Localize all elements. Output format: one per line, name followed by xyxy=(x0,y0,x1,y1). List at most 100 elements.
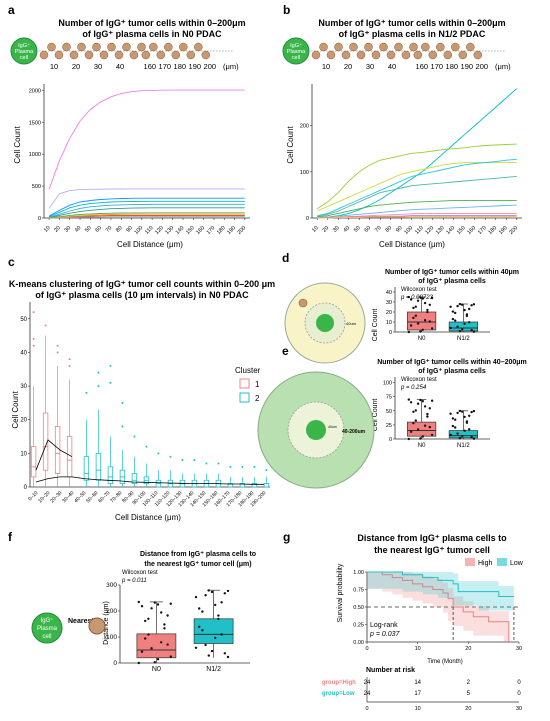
panel-d-letter: d xyxy=(282,251,289,265)
x-tick-label: 190 xyxy=(498,225,509,236)
tumor-cell-icon xyxy=(451,42,460,52)
a-title-2: of IgG⁺ plasma cells in N0 PDAC xyxy=(82,29,222,39)
x-tick-label: 70 xyxy=(374,225,383,234)
f-plasma-label-2: Plasma xyxy=(37,626,58,632)
series-line xyxy=(317,212,517,219)
data-point xyxy=(449,326,452,330)
box xyxy=(407,311,437,331)
data-point xyxy=(458,329,462,333)
data-point xyxy=(419,296,422,299)
box xyxy=(407,421,437,437)
data-point xyxy=(461,303,464,306)
outlier-point xyxy=(181,459,184,462)
series-line xyxy=(48,197,245,217)
series-line xyxy=(49,207,245,219)
data-point xyxy=(147,617,150,620)
box xyxy=(42,412,49,471)
panel-c-letter: c xyxy=(8,255,15,269)
data-point xyxy=(407,295,410,299)
data-point xyxy=(137,661,140,665)
schematic-tick-label: 160 xyxy=(144,62,157,71)
schematic-tick-label: 160 xyxy=(416,62,429,71)
tumor-cell-icon xyxy=(39,50,49,60)
y-tick-label: 500 xyxy=(32,184,41,190)
tumor-cell-icon xyxy=(356,50,366,60)
d-title-2: of IgG⁺ plasma cells xyxy=(418,278,486,285)
e-title-1: Number of IgG⁺ tumor cells within 40–200… xyxy=(377,359,527,366)
series-line xyxy=(317,216,517,219)
risk-x-tick-label: 20 xyxy=(465,706,471,712)
x-tick-label: 170 xyxy=(206,225,217,236)
tumor-cell-icon xyxy=(394,42,403,52)
data-point xyxy=(140,650,144,653)
data-point xyxy=(150,607,153,610)
data-point xyxy=(201,629,204,632)
panel-g-letter: g xyxy=(283,530,290,544)
x-tick-label: 60 xyxy=(364,225,373,234)
data-point xyxy=(451,310,455,313)
g-ylabel: Survival probability xyxy=(337,563,344,622)
box xyxy=(95,452,102,481)
tumor-cell-icon xyxy=(311,50,321,60)
x-tick-label: N0 xyxy=(418,443,426,449)
x-tick-label: 170 xyxy=(477,225,488,236)
x-tick-label: 50–60 xyxy=(85,490,99,504)
y-tick-label: 1.00 xyxy=(353,570,364,576)
series-line xyxy=(317,158,517,217)
cluster1-mean-line xyxy=(35,439,73,471)
x-tick-label: 60–70 xyxy=(97,490,111,504)
schematic-tick-label: 40 xyxy=(388,62,396,71)
tumor-cell-icon xyxy=(179,42,188,52)
outlier-point xyxy=(68,364,71,367)
x-tick-label: 70 xyxy=(105,225,114,234)
data-point xyxy=(456,325,459,328)
data-point xyxy=(144,637,147,640)
y-tick-label: 30 xyxy=(20,384,27,390)
data-point xyxy=(449,433,452,437)
data-point xyxy=(472,409,476,413)
data-point xyxy=(416,299,420,302)
c-legend-swatch-2 xyxy=(239,392,250,403)
x-tick-label: N0 xyxy=(152,666,161,673)
data-point xyxy=(454,418,457,421)
y-tick-label: 0 xyxy=(24,485,28,491)
data-point xyxy=(426,412,429,416)
x-tick-label: 200 xyxy=(508,225,519,236)
data-point xyxy=(407,330,410,334)
x-tick-label: N1/2 xyxy=(206,666,221,673)
e-pvalue: p = 0.254 xyxy=(400,385,427,391)
data-point xyxy=(160,611,163,614)
data-point xyxy=(451,317,455,321)
schematic-tick-label: 180 xyxy=(446,62,459,71)
tumor-cell-icon xyxy=(129,50,139,60)
y-tick-label: 40 xyxy=(386,290,392,296)
outlier-point xyxy=(265,469,268,472)
tumor-cell-icon xyxy=(413,50,423,60)
data-point xyxy=(463,415,466,419)
y-tick-label: 0.50 xyxy=(353,605,364,611)
data-point xyxy=(407,398,410,401)
y-tick-label: 40 xyxy=(20,350,27,356)
plasma-label-1: IgG⁺ xyxy=(290,42,302,49)
y-tick-label: 2000 xyxy=(29,88,41,94)
b-title-1: Number of IgG⁺ tumor cells within 0–200μ… xyxy=(318,18,505,28)
series-line xyxy=(48,200,245,218)
tumor-cell-icon xyxy=(122,42,131,52)
x-tick-label: 20 xyxy=(465,646,471,652)
a-xlabel: Cell Distance (μm) xyxy=(117,240,183,249)
data-point xyxy=(414,314,417,317)
schematic-tick-label: 20 xyxy=(72,62,80,71)
data-point xyxy=(426,308,429,312)
e-inner-label: 40um xyxy=(328,425,337,429)
data-point xyxy=(412,316,415,320)
data-point xyxy=(409,430,413,433)
tumor-cell-icon xyxy=(436,42,445,52)
data-point xyxy=(454,319,457,322)
data-point xyxy=(169,655,172,658)
outlier-point xyxy=(121,425,124,428)
x-tick-label: 130 xyxy=(164,225,175,236)
d-box-chart: 0 10 20 30 40 N0 N1/2 xyxy=(386,287,490,342)
data-point xyxy=(210,590,214,594)
data-point xyxy=(423,424,427,427)
